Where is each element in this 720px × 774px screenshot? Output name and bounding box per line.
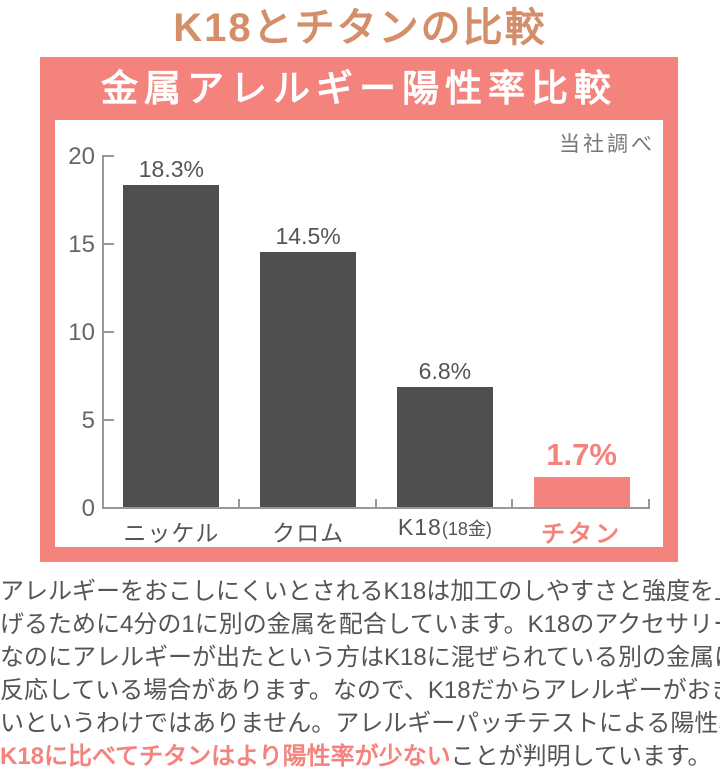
y-tick-label: 20 xyxy=(68,143,95,170)
x-tick xyxy=(648,499,650,507)
y-tick xyxy=(104,331,114,333)
description-line: げるために4分の1に別の金属を配合しています。K18のアクセサリー xyxy=(0,611,720,638)
description-last-line-rest: ことが判明しています。 xyxy=(450,743,712,770)
bar-クロム xyxy=(260,252,357,507)
y-tick xyxy=(104,155,114,157)
description-line: いというわけではありません。アレルギーパッチテストによる陽性率で xyxy=(0,710,720,737)
description-line: アレルギーをおこしにくいとされるK18は加工のしやすさと強度を上 xyxy=(0,578,720,605)
value-label: 1.7% xyxy=(546,437,617,472)
y-axis-line xyxy=(102,155,104,509)
bar-チタン xyxy=(533,477,630,507)
y-tick xyxy=(104,419,114,421)
x-axis-line xyxy=(102,507,650,509)
description-highlight: K18に比べてチタンはより陽性率が少ない xyxy=(0,743,451,770)
bar-K18(18金) xyxy=(396,387,493,507)
category-label: クロム xyxy=(272,520,345,546)
survey-note: 当社調べ xyxy=(559,133,655,156)
value-label: 14.5% xyxy=(275,223,341,249)
y-tick-label: 0 xyxy=(81,495,95,522)
x-tick xyxy=(374,499,377,507)
y-tick xyxy=(104,243,114,245)
description: アレルギーをおこしにくいとされるK18は加工のしやすさと強度を上 げるために4分の… xyxy=(0,575,720,773)
chart-banner: 金属アレルギー陽性率比較 xyxy=(40,57,678,120)
y-tick-label: 15 xyxy=(68,231,95,258)
description-lines: アレルギーをおこしにくいとされるK18は加工のしやすさと強度を上 げるために4分の… xyxy=(0,575,720,740)
y-tick-label: 5 xyxy=(81,407,95,434)
y-tick-label: 10 xyxy=(68,319,95,346)
bar-ニッケル xyxy=(123,185,220,507)
value-label: 6.8% xyxy=(418,358,472,384)
category-label: ニッケル xyxy=(123,520,220,546)
value-label: 18.3% xyxy=(138,156,204,182)
category-label: K18(18金) xyxy=(397,514,492,540)
description-line: 反応している場合があります。なので、K18だからアレルギーがおきな xyxy=(0,677,720,704)
category-label: チタン xyxy=(541,521,623,548)
page-title: K18とチタンの比較 xyxy=(173,6,547,50)
x-tick xyxy=(237,499,240,507)
chart-banner-label: 金属アレルギー陽性率比較 xyxy=(101,68,617,109)
description-last-line: K18に比べてチタンはより陽性率が少ないことが判明しています。 xyxy=(0,740,720,773)
x-tick xyxy=(511,499,514,507)
description-line: なのにアレルギーが出たという方はK18に混ぜられている別の金属に xyxy=(0,644,720,671)
